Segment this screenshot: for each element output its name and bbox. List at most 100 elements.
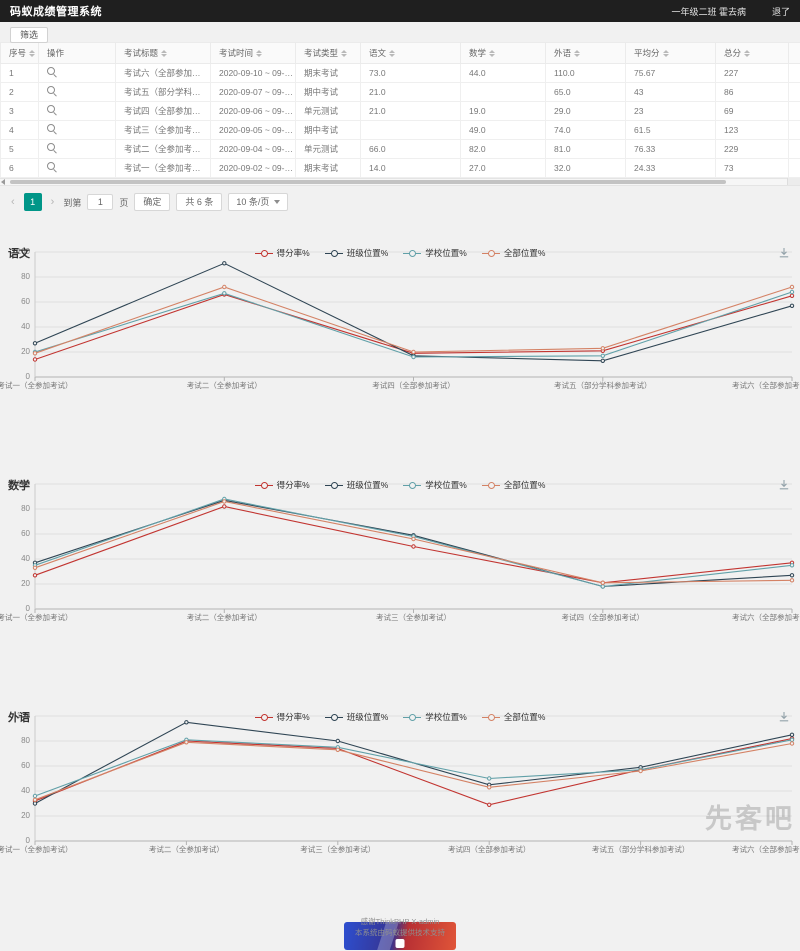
sort-icon[interactable] xyxy=(341,50,347,57)
legend-line-marker xyxy=(255,250,273,257)
row-index-cell: 6 xyxy=(1,159,39,178)
score-cell-math xyxy=(461,83,546,102)
score-cell-chinese: 14.0 xyxy=(361,159,461,178)
legend-item-0[interactable]: 得分率% xyxy=(255,479,310,491)
svg-text:80: 80 xyxy=(21,272,30,281)
svg-text:考试六（全部参加考试但满分不同）: 考试六（全部参加考试但满分不同） xyxy=(732,844,800,854)
legend-line-marker xyxy=(482,250,500,257)
chart-canvas: 020406080100考试一（全参加考试）考试二（全参加考试）考试三（全参加考… xyxy=(0,708,800,866)
total-score-cell: 227 xyxy=(716,64,789,83)
download-chart-icon[interactable] xyxy=(778,710,790,728)
filter-button[interactable]: 筛选 xyxy=(10,27,48,43)
exam-title-cell: 考试三（全参加考试） xyxy=(116,121,211,140)
legend-line-marker xyxy=(325,714,343,721)
exam-type-cell: 单元测试 xyxy=(296,140,361,159)
svg-text:考试五（部分学科参加考试）: 考试五（部分学科参加考试） xyxy=(554,380,652,390)
sort-icon[interactable] xyxy=(29,50,35,57)
footer-thanks-line: 感谢ThinkPHP X-admin xyxy=(0,917,800,928)
chart-canvas: 020406080100考试一（全参加考试）考试二（全参加考试）考试四（全部参加… xyxy=(0,244,800,402)
scroll-left-arrow-icon[interactable] xyxy=(1,179,5,185)
logout-button[interactable]: 退了 xyxy=(772,5,790,18)
pager-jump-input[interactable] xyxy=(87,194,113,210)
legend-item-1[interactable]: 班级位置% xyxy=(325,247,389,259)
legend-item-0[interactable]: 得分率% xyxy=(255,247,310,259)
legend-line-marker xyxy=(403,482,421,489)
page-size-select[interactable]: 10 条/页 xyxy=(228,193,288,211)
search-icon[interactable] xyxy=(47,105,57,115)
score-cell-math: 27.0 xyxy=(461,159,546,178)
svg-text:80: 80 xyxy=(21,504,30,513)
pager-confirm-button[interactable]: 确定 xyxy=(134,193,170,211)
legend-item-2[interactable]: 学校位置% xyxy=(403,247,467,259)
total-score-cell: 73 xyxy=(716,159,789,178)
table-right-strip xyxy=(789,140,800,159)
svg-text:40: 40 xyxy=(21,322,30,331)
pager-page-1-button[interactable]: 1 xyxy=(24,193,42,211)
legend-item-3[interactable]: 全部位置% xyxy=(482,711,546,723)
pager-prev-button[interactable]: ‹ xyxy=(8,197,18,207)
legend-item-2[interactable]: 学校位置% xyxy=(403,711,467,723)
action-cell xyxy=(39,121,116,140)
search-icon[interactable] xyxy=(47,67,57,77)
download-chart-icon[interactable] xyxy=(778,246,790,264)
exam-title-cell: 考试二（全参加考试） xyxy=(116,140,211,159)
legend-item-1[interactable]: 班级位置% xyxy=(325,479,389,491)
table-right-strip xyxy=(789,64,800,83)
legend-item-3[interactable]: 全部位置% xyxy=(482,479,546,491)
legend-line-marker xyxy=(403,250,421,257)
exam-time-cell: 2020-09-02 ~ 09-02 xyxy=(211,159,296,178)
scrollbar-thumb[interactable] xyxy=(10,180,726,184)
action-cell xyxy=(39,83,116,102)
sort-icon[interactable] xyxy=(574,50,580,57)
average-score-cell: 75.67 xyxy=(626,64,716,83)
score-cell-chinese: 21.0 xyxy=(361,102,461,121)
search-icon[interactable] xyxy=(47,86,57,96)
exam-type-cell: 期中考试 xyxy=(296,83,361,102)
svg-text:考试四（全部参加考试）: 考试四（全部参加考试） xyxy=(372,380,455,390)
svg-text:0: 0 xyxy=(26,372,31,381)
search-icon[interactable] xyxy=(47,143,57,153)
column-header-9: 总分 xyxy=(716,43,789,64)
search-icon[interactable] xyxy=(47,162,57,172)
search-icon[interactable] xyxy=(47,124,57,134)
score-cell-math: 44.0 xyxy=(461,64,546,83)
total-score-cell: 229 xyxy=(716,140,789,159)
svg-text:20: 20 xyxy=(21,579,30,588)
average-score-cell: 43 xyxy=(626,83,716,102)
score-cell-foreign: 81.0 xyxy=(546,140,626,159)
pager-total-count: 共 6 条 xyxy=(176,193,222,211)
sort-icon[interactable] xyxy=(161,50,167,57)
table-right-strip xyxy=(789,83,800,102)
sort-icon[interactable] xyxy=(663,50,669,57)
sort-icon[interactable] xyxy=(489,50,495,57)
sort-icon[interactable] xyxy=(256,50,262,57)
page-size-value: 10 条/页 xyxy=(236,197,269,207)
legend-item-3[interactable]: 全部位置% xyxy=(482,247,546,259)
row-index-cell: 1 xyxy=(1,64,39,83)
svg-text:考试一（全参加考试）: 考试一（全参加考试） xyxy=(0,844,73,854)
svg-text:考试四（全部参加考试）: 考试四（全部参加考试） xyxy=(448,844,531,854)
exam-time-cell: 2020-09-04 ~ 09-04 xyxy=(211,140,296,159)
exam-time-cell: 2020-09-10 ~ 09-10 xyxy=(211,64,296,83)
score-cell-chinese xyxy=(361,121,461,140)
column-header-8: 平均分 xyxy=(626,43,716,64)
download-chart-icon[interactable] xyxy=(778,478,790,496)
total-score-cell: 86 xyxy=(716,83,789,102)
pager-jump-prefix: 到第 xyxy=(63,196,81,209)
footer-text: 感谢ThinkPHP X-admin 本系统由码蚁提供技术支持 xyxy=(0,917,800,939)
pager-next-button[interactable]: › xyxy=(48,197,58,207)
chevron-down-icon xyxy=(274,200,280,204)
sort-icon[interactable] xyxy=(389,50,395,57)
score-cell-foreign: 110.0 xyxy=(546,64,626,83)
column-header-0: 序号 xyxy=(1,43,39,64)
score-cell-chinese: 73.0 xyxy=(361,64,461,83)
legend-item-1[interactable]: 班级位置% xyxy=(325,711,389,723)
legend-item-0[interactable]: 得分率% xyxy=(255,711,310,723)
score-cell-math: 49.0 xyxy=(461,121,546,140)
legend-item-2[interactable]: 学校位置% xyxy=(403,479,467,491)
sort-icon[interactable] xyxy=(744,50,750,57)
exam-title-cell: 考试六（全部参加考试但满分... xyxy=(116,64,211,83)
